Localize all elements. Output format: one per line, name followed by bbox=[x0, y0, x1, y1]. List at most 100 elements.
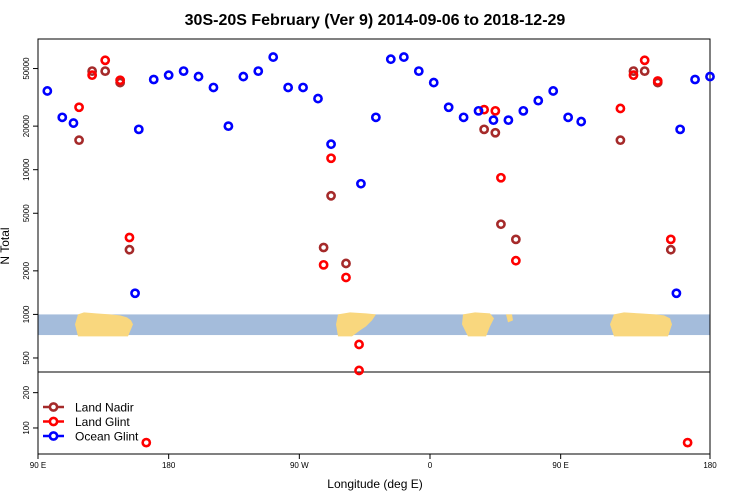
land-nadir-point bbox=[100, 66, 111, 77]
land-glint-point bbox=[510, 255, 521, 266]
ocean-glint-point bbox=[576, 116, 587, 127]
y-tick-label: 200 bbox=[22, 385, 31, 399]
ocean-glint-point bbox=[690, 74, 700, 85]
ocean-glint-point bbox=[385, 54, 396, 65]
ocean-glint-point bbox=[356, 178, 366, 189]
ocean-glint-point bbox=[68, 118, 79, 128]
ocean-glint-point bbox=[268, 52, 279, 62]
ocean-glint-point bbox=[208, 82, 219, 93]
land-nadir-point bbox=[639, 66, 650, 77]
land-nadir-point bbox=[510, 234, 521, 245]
land-nadir-point bbox=[615, 135, 626, 146]
x-axis: 90 E 180 90 W 0 90 E 180 bbox=[30, 454, 717, 470]
land-glint-point bbox=[490, 105, 501, 116]
legend-marker-land-glint bbox=[48, 416, 59, 427]
land-glint-point bbox=[100, 55, 111, 66]
surface-band bbox=[38, 312, 710, 337]
land-glint-point bbox=[141, 437, 152, 448]
ocean-glint-point bbox=[313, 93, 323, 104]
y-tick-label: 2000 bbox=[22, 261, 31, 279]
y-axis-label: N Total bbox=[0, 227, 12, 264]
land-nadir-point bbox=[496, 219, 506, 230]
land-glint-point bbox=[496, 172, 506, 183]
land-glint-point bbox=[326, 153, 336, 164]
legend-marker-ocean-glint bbox=[48, 431, 59, 441]
ocean-glint-point bbox=[675, 124, 686, 135]
ocean-glint-point bbox=[163, 70, 174, 81]
ocean-glint-point bbox=[518, 105, 529, 116]
x-tick-label: 90 E bbox=[552, 461, 568, 470]
ocean-glint-point bbox=[398, 52, 409, 62]
x-tick-label: 0 bbox=[428, 461, 433, 470]
ocean-glint-point bbox=[42, 86, 53, 96]
chart-title: 30S-20S February (Ver 9) 2014-09-06 to 2… bbox=[185, 12, 566, 29]
ocean-glint-point bbox=[458, 112, 469, 123]
ocean-glint-point bbox=[548, 86, 559, 96]
legend-label-ocean-glint: Ocean Glint bbox=[75, 430, 139, 444]
land-glint-point bbox=[318, 259, 329, 270]
land-nadir-point bbox=[124, 244, 135, 255]
ocean-glint-point bbox=[133, 124, 144, 135]
land-glint-point bbox=[682, 437, 693, 448]
ocean-glint-point bbox=[238, 71, 249, 82]
land-glint-point bbox=[628, 70, 639, 81]
land-nadir-point bbox=[318, 242, 329, 253]
ocean-glint-point bbox=[705, 71, 715, 82]
ocean-glint-point bbox=[253, 66, 264, 77]
land-glint-point bbox=[665, 234, 676, 245]
land-nadir-point bbox=[341, 258, 351, 269]
ocean-glint-point bbox=[57, 112, 68, 123]
land-mass bbox=[462, 312, 494, 337]
land-glint-point bbox=[87, 70, 98, 81]
land-mass bbox=[75, 312, 133, 337]
ocean-glint-point bbox=[178, 66, 189, 77]
lower-plot-frame bbox=[37, 371, 711, 455]
ocean-glint-point bbox=[671, 288, 682, 299]
land-glint-point bbox=[341, 272, 351, 283]
land-mass bbox=[610, 312, 672, 337]
land-mass bbox=[336, 312, 376, 337]
ocean-glint-point bbox=[130, 288, 140, 299]
y-tick-label: 100 bbox=[22, 421, 31, 435]
legend-label-land-glint: Land Glint bbox=[75, 415, 130, 429]
land-nadir-point bbox=[479, 124, 490, 135]
ocean-glint-point bbox=[148, 74, 159, 85]
y-tick-label: 10000 bbox=[22, 158, 31, 181]
land-glint-point bbox=[639, 55, 650, 66]
x-axis-label: Longitude (deg E) bbox=[327, 477, 422, 491]
ocean-glint-point bbox=[283, 82, 294, 93]
ocean-glint-point bbox=[563, 112, 574, 123]
y-axis: 500 1000 2000 5000 10000 20000 50000 100 200 bbox=[22, 57, 38, 435]
land-glint-point bbox=[115, 75, 126, 86]
land-glint-point bbox=[74, 102, 84, 113]
x-tick-label: 90 W bbox=[290, 461, 309, 470]
ocean-glint-point bbox=[223, 121, 234, 132]
y-tick-label: 1000 bbox=[22, 305, 31, 323]
y-tick-label: 20000 bbox=[22, 114, 31, 137]
land-glint-point bbox=[354, 339, 364, 350]
land-glint-point bbox=[479, 104, 490, 115]
ocean-glint-point bbox=[413, 66, 424, 77]
x-tick-label: 180 bbox=[162, 461, 176, 470]
ocean-glint-point bbox=[488, 115, 499, 126]
land-nadir-point bbox=[490, 127, 501, 138]
land-nadir-point bbox=[87, 66, 98, 77]
ocean-glint-point bbox=[533, 95, 544, 106]
land-glint-point bbox=[354, 365, 364, 376]
ocean-glint-point bbox=[193, 71, 204, 82]
ocean-glint-point bbox=[298, 82, 308, 93]
land-nadir-point bbox=[326, 190, 336, 201]
y-tick-label: 500 bbox=[22, 351, 31, 365]
ocean-glint-point bbox=[473, 105, 484, 116]
ocean-glint-point bbox=[326, 139, 336, 150]
x-tick-label: 180 bbox=[703, 461, 717, 470]
land-nadir-point bbox=[628, 66, 639, 77]
legend-label-land-nadir: Land Nadir bbox=[75, 401, 134, 415]
ocean-glint-point bbox=[443, 102, 454, 113]
ocean-glint-point bbox=[503, 115, 514, 126]
y-tick-label: 50000 bbox=[22, 57, 31, 80]
land-glint-point bbox=[124, 232, 135, 243]
ocean-glint-point bbox=[370, 112, 381, 123]
